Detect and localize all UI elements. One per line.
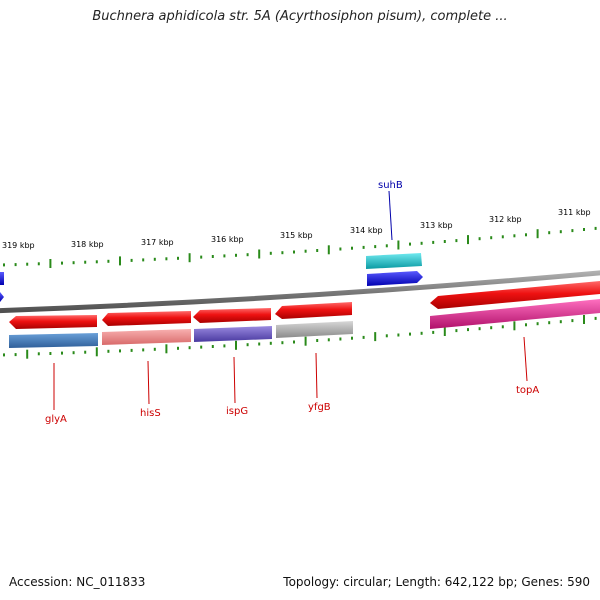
suhB-label-leader — [388, 190, 393, 241]
yfgB-label-leader — [315, 352, 318, 399]
ruler-label-312: 312 kbp — [489, 215, 522, 224]
ruler-label-317: 317 kbp — [141, 238, 174, 247]
hisS-label-leader — [147, 360, 150, 405]
gene-label-glyA[interactable]: glyA — [45, 414, 67, 425]
outer-ruler — [3, 226, 597, 268]
map-title: Buchnera aphidicola str. 5A (Acyrthosiph… — [92, 9, 508, 24]
suhB-cds[interactable] — [367, 271, 423, 286]
ispG-feature[interactable] — [194, 326, 272, 342]
accession-text: Accession: NC_011833 — [9, 575, 146, 589]
hisS-cds[interactable] — [102, 311, 191, 326]
ispG-cds[interactable] — [193, 308, 271, 323]
gene-label-topA[interactable]: topA — [516, 385, 539, 396]
ruler-label-314: 314 kbp — [350, 226, 383, 235]
yfgB-feature[interactable] — [276, 321, 353, 338]
ispG-label-leader — [233, 356, 236, 404]
gene-label-hisS[interactable]: hisS — [140, 408, 161, 419]
suhB-feature[interactable] — [366, 253, 422, 269]
ruler-label-316: 316 kbp — [211, 235, 244, 244]
inner-ruler — [3, 315, 597, 359]
topA-cds[interactable] — [430, 281, 600, 309]
ruler-label-318: 318 kbp — [71, 240, 104, 249]
ruler-label-315: 315 kbp — [280, 231, 313, 240]
forward-gene-fragment[interactable] — [0, 272, 4, 285]
topA-label-leader — [523, 336, 528, 382]
ruler-label-319: 319 kbp — [2, 241, 35, 250]
yfgB-cds[interactable] — [275, 302, 352, 319]
gene-label-yfgB[interactable]: yfgB — [308, 402, 331, 413]
topology-summary-text: Topology: circular; Length: 642,122 bp; … — [283, 575, 590, 589]
ruler-label-313: 313 kbp — [420, 221, 453, 230]
forward-gene-fragment[interactable] — [0, 292, 4, 302]
glyA-cds[interactable] — [9, 315, 97, 329]
topA-feature[interactable] — [430, 299, 600, 329]
genome-backbone — [0, 270, 600, 314]
gene-label-suhB[interactable]: suhB — [378, 180, 403, 191]
hisS-feature[interactable] — [102, 329, 191, 345]
ruler-label-311: 311 kbp — [558, 208, 591, 217]
gene-label-ispG[interactable]: ispG — [226, 406, 248, 417]
glyA-feature[interactable] — [9, 333, 98, 348]
